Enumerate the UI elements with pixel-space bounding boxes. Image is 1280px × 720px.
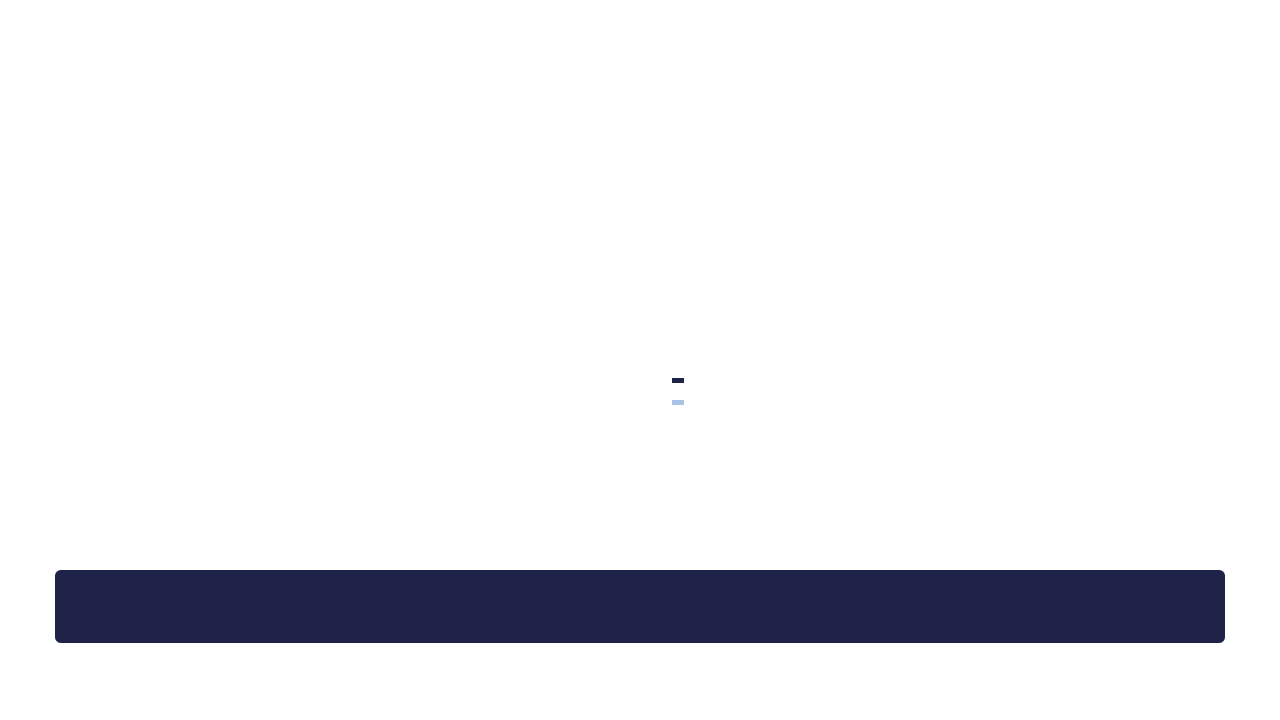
takeaway-banner: [55, 570, 1225, 643]
callout-employment-value: [672, 400, 684, 405]
inflation-unemployment-chart: [40, 225, 700, 525]
price-book-chart: [720, 225, 1240, 515]
right-chart-canvas: [720, 225, 1240, 515]
left-chart-canvas: [40, 225, 700, 525]
callout-inflation-value: [672, 378, 684, 383]
